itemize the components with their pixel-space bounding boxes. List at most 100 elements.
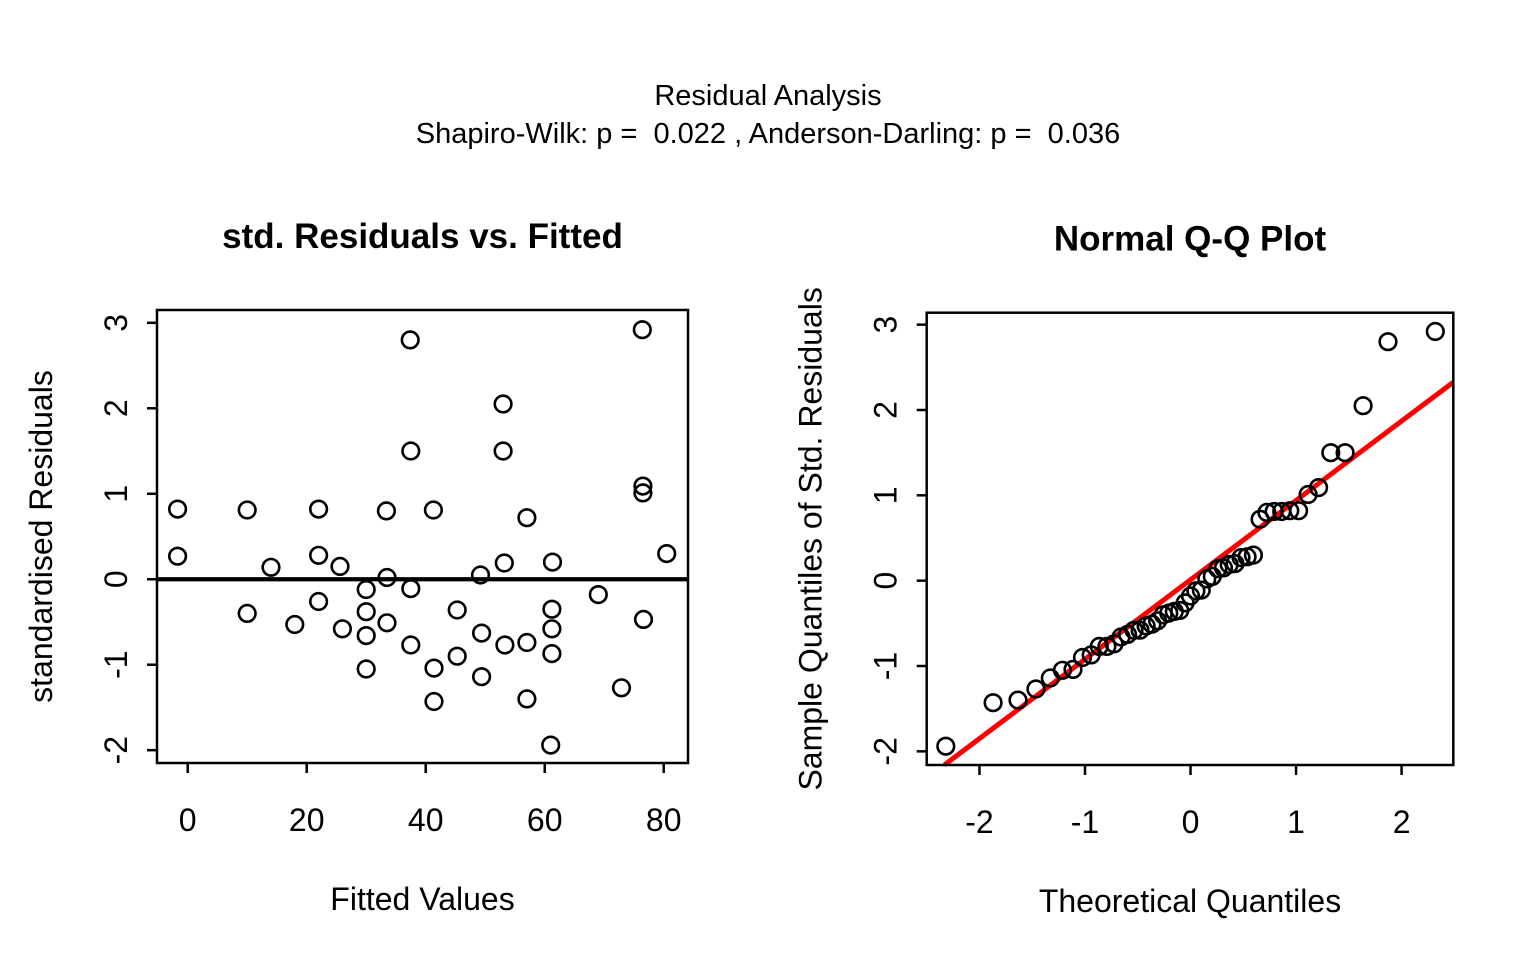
y-axis-label: Sample Quantiles of Std. Residuals	[793, 287, 829, 790]
data-point	[1280, 501, 1300, 521]
y-axis-tick-label: 3	[98, 314, 134, 332]
data-point	[447, 646, 467, 666]
x-axis-label: Fitted Values	[330, 881, 514, 917]
data-point	[1353, 396, 1373, 416]
data-point	[495, 635, 515, 655]
data-point	[401, 441, 421, 461]
data-point	[1026, 679, 1046, 699]
data-point	[983, 693, 1003, 713]
y-axis-tick-label: 3	[868, 316, 904, 334]
data-point	[423, 500, 444, 520]
data-point	[517, 508, 537, 528]
data-point	[470, 565, 491, 585]
plot-frame	[155, 308, 690, 765]
x-axis-tick-label: 2	[1393, 804, 1411, 840]
data-point	[493, 394, 513, 414]
y-axis-tick-label: -1	[868, 652, 904, 680]
data-point	[356, 579, 376, 600]
y-axis-tick-label: 0	[868, 572, 904, 590]
panel-residuals-vs-fitted: std. Residuals vs. Fitted 0 20 40 60 80 3 2 1 0 -1…	[23, 217, 690, 917]
data-point	[517, 689, 537, 709]
data-point	[330, 556, 350, 577]
data-point	[936, 736, 956, 756]
x-axis-tick-label: 40	[408, 802, 444, 838]
data-point	[377, 567, 397, 588]
data-point	[401, 578, 421, 599]
data-point	[517, 632, 537, 653]
data-point	[377, 613, 397, 633]
data-point	[541, 735, 561, 755]
x-axis-tick-label: 80	[646, 802, 682, 838]
data-point	[400, 330, 420, 350]
x-axis-label: Theoretical Quantiles	[1039, 883, 1341, 919]
panel-normal-qq: Normal Q-Q Plot -2 -1 0 1 2 3 2 1 0 -1 -2 Theoretica…	[793, 220, 1455, 919]
data-point	[472, 667, 492, 687]
data-point	[1425, 321, 1445, 342]
data-point	[633, 476, 653, 496]
data-point	[376, 501, 397, 521]
panel-title: Normal Q-Q Plot	[1054, 220, 1327, 259]
data-point	[542, 643, 562, 664]
y-axis-label: standardised Residuals	[23, 370, 59, 703]
data-point	[401, 635, 421, 655]
y-axis-tick-label: 2	[98, 399, 134, 417]
data-point	[542, 599, 562, 619]
data-point	[261, 557, 281, 577]
data-point	[1231, 547, 1251, 568]
y-axis-tick-label: -2	[98, 736, 134, 764]
data-point	[632, 320, 652, 340]
data-point	[657, 543, 677, 564]
data-point	[168, 499, 188, 519]
data-point	[1321, 443, 1341, 463]
data-point	[237, 500, 257, 520]
data-point	[1243, 545, 1263, 565]
data-point	[447, 600, 467, 620]
y-axis-tick-label: 0	[98, 570, 134, 588]
data-point	[1089, 636, 1109, 657]
data-point	[1008, 690, 1028, 710]
data-point	[1335, 443, 1355, 463]
data-point	[494, 553, 514, 573]
x-axis-tick-label: -1	[1071, 804, 1099, 840]
data-point	[424, 658, 444, 678]
data-point	[1308, 478, 1329, 498]
x-axis-tick-label: 20	[289, 802, 325, 838]
data-point	[542, 619, 562, 639]
data-point	[1072, 647, 1093, 668]
data-point	[1063, 659, 1083, 680]
x-axis-tick-label: -2	[965, 804, 993, 840]
x-axis-tick-label: 60	[527, 802, 563, 838]
y-axis-tick-label: -1	[98, 650, 134, 678]
x-axis-tick-label: 1	[1287, 804, 1305, 840]
figure-subtitle-test-results: Shapiro-Wilk: p = 0.022 , Anderson-Darli…	[415, 118, 1121, 150]
data-point	[168, 546, 188, 566]
qq-theoretical-line	[942, 380, 1455, 767]
data-point	[611, 678, 632, 698]
y-axis-tick-label: 1	[98, 485, 134, 503]
data-point	[493, 441, 513, 461]
data-point	[332, 619, 353, 639]
data-point	[356, 659, 376, 679]
data-point	[1191, 580, 1211, 600]
y-axis-tick-label: -2	[868, 737, 904, 765]
data-point	[356, 625, 376, 646]
data-point	[237, 603, 257, 624]
data-point	[588, 584, 608, 605]
plot-frame	[925, 311, 1455, 767]
y-axis-tick-label: 2	[868, 401, 904, 419]
data-point	[633, 609, 654, 630]
x-axis-tick-label: 0	[179, 802, 197, 838]
x-axis-tick-label: 0	[1182, 804, 1200, 840]
data-point	[1052, 660, 1072, 680]
data-point	[356, 602, 376, 622]
y-axis-tick-label: 1	[868, 486, 904, 504]
data-point	[424, 691, 444, 712]
data-point	[309, 545, 329, 565]
data-point	[1180, 586, 1201, 606]
data-point	[542, 552, 563, 572]
data-point	[309, 499, 329, 519]
data-point	[285, 614, 305, 635]
data-point	[633, 483, 653, 503]
